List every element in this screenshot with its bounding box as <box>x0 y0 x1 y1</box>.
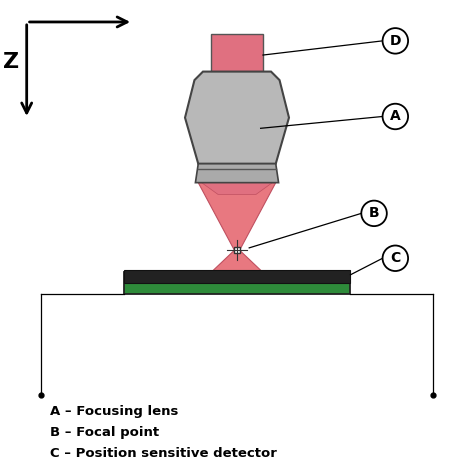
Text: D: D <box>390 34 401 48</box>
Text: C – Position sensitive detector: C – Position sensitive detector <box>50 447 277 460</box>
Polygon shape <box>211 250 263 273</box>
Circle shape <box>383 28 408 54</box>
Text: Z: Z <box>3 52 19 72</box>
Text: B – Focal point: B – Focal point <box>50 426 159 439</box>
Bar <box>124 270 350 283</box>
Text: A – Focusing lens: A – Focusing lens <box>50 405 179 418</box>
Bar <box>124 273 350 294</box>
Text: B: B <box>369 206 379 220</box>
Polygon shape <box>185 72 289 164</box>
Circle shape <box>361 201 387 226</box>
Circle shape <box>383 104 408 129</box>
Text: A: A <box>390 109 401 124</box>
Bar <box>211 34 263 72</box>
Circle shape <box>383 246 408 271</box>
Polygon shape <box>198 182 276 250</box>
Polygon shape <box>201 182 273 194</box>
Polygon shape <box>195 164 279 182</box>
Text: C: C <box>390 251 401 265</box>
Bar <box>234 247 240 253</box>
